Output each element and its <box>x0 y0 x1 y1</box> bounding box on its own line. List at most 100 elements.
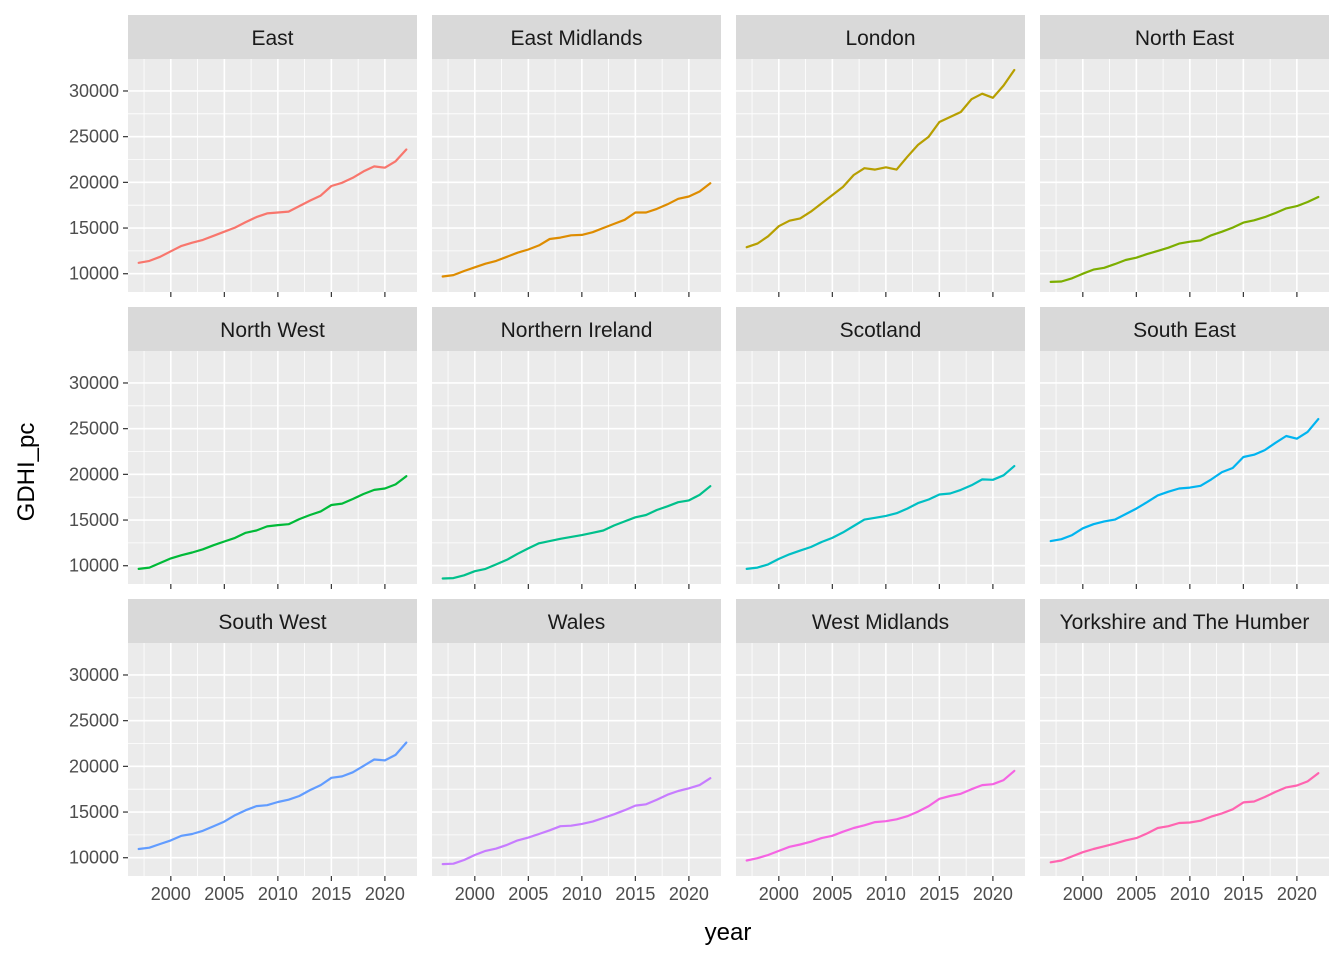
y-tick-label: 15000 <box>69 510 119 530</box>
y-tick-label: 25000 <box>69 127 119 147</box>
x-tick-label: 2005 <box>508 884 548 904</box>
x-tick-label: 2000 <box>151 884 191 904</box>
series-line-north-east <box>1049 195 1320 283</box>
y-tick-label: 25000 <box>69 419 119 439</box>
facet-south-west: South West <box>128 599 417 876</box>
x-tick-label: 2000 <box>759 884 799 904</box>
facet-yorkshire-and-the-humber: Yorkshire and The Humber <box>1040 599 1329 876</box>
x-tick-label: 2010 <box>866 884 906 904</box>
facet-strip-label: South East <box>1133 319 1236 342</box>
series-line-yorkshire-and-the-humber <box>1049 772 1320 864</box>
facet-strip-label: South West <box>218 611 326 634</box>
facet-strip <box>432 599 721 643</box>
x-tick-label: 2000 <box>1063 884 1103 904</box>
facet-strip-label: North West <box>220 319 325 342</box>
y-tick-label: 20000 <box>69 464 119 484</box>
facet-strip <box>736 599 1025 643</box>
facet-strip <box>432 307 721 351</box>
panel-background <box>736 643 1025 876</box>
facet-strip <box>128 599 417 643</box>
facet-strip-label: East <box>251 27 293 50</box>
facet-north-east: North East <box>1040 15 1329 292</box>
y-tick-label: 10000 <box>69 848 119 868</box>
y-tick-label: 30000 <box>69 373 119 393</box>
x-tick-label: 2000 <box>455 884 495 904</box>
facet-strip-label: Northern Ireland <box>501 319 653 342</box>
y-tick-label: 15000 <box>69 802 119 822</box>
facet-strip-label: Scotland <box>840 319 922 342</box>
facet-south-east: South East <box>1040 307 1329 584</box>
series-line-south-east <box>1049 418 1320 543</box>
facet-north-west: North West <box>128 307 417 584</box>
y-tick-label: 30000 <box>69 665 119 685</box>
x-tick-label: 2015 <box>311 884 351 904</box>
facet-wales: Wales <box>432 599 721 876</box>
facet-east: East <box>128 15 417 292</box>
facet-strip <box>1040 307 1329 351</box>
y-tick-label: 20000 <box>69 756 119 776</box>
y-tick-label: 30000 <box>69 81 119 101</box>
panel-background <box>432 59 721 292</box>
x-tick-label: 2015 <box>1223 884 1263 904</box>
series-line-south-west <box>137 741 408 851</box>
x-tick-label: 2010 <box>258 884 298 904</box>
facet-strip <box>432 15 721 59</box>
x-axes: 2000 2005 2010 2015 2020 2000 2005 2010 2015 2020… <box>151 292 1317 904</box>
panel-background <box>736 59 1025 292</box>
x-tick-label: 2005 <box>1116 884 1156 904</box>
series-line-london <box>745 68 1016 249</box>
facet-strip-label: Yorkshire and The Humber <box>1060 611 1310 634</box>
panel-background <box>128 59 417 292</box>
panel-background <box>1040 643 1329 876</box>
facet-panels: East East Midlands London North East North W… <box>128 15 1329 876</box>
facet-strip-label: Wales <box>548 611 606 634</box>
facet-strip-label: East Midlands <box>511 27 643 50</box>
x-tick-label: 2020 <box>669 884 709 904</box>
facet-strip-label: North East <box>1135 27 1234 50</box>
facet-london: London <box>736 15 1025 292</box>
series-line-west-midlands <box>745 769 1016 862</box>
series-line-wales <box>441 777 712 866</box>
facet-northern-ireland: Northern Ireland <box>432 307 721 584</box>
panel-background <box>128 351 417 584</box>
x-tick-label: 2010 <box>562 884 602 904</box>
facet-strip-label: London <box>845 27 915 50</box>
x-tick-label: 2020 <box>973 884 1013 904</box>
x-tick-label: 2015 <box>615 884 655 904</box>
x-tick-label: 2020 <box>365 884 405 904</box>
x-tick-label: 2015 <box>919 884 959 904</box>
y-axis-title: GDHI_pc <box>13 423 40 522</box>
facet-strip <box>736 15 1025 59</box>
facet-strip <box>1040 15 1329 59</box>
panel-background <box>1040 351 1329 584</box>
facet-strip <box>1040 599 1329 643</box>
facet-strip <box>128 307 417 351</box>
x-tick-label: 2010 <box>1170 884 1210 904</box>
facet-west-midlands: West Midlands <box>736 599 1025 876</box>
series-line-north-west <box>137 475 408 571</box>
facet-strip <box>128 15 417 59</box>
x-tick-label: 2005 <box>204 884 244 904</box>
panel-background <box>736 351 1025 584</box>
y-tick-label: 25000 <box>69 711 119 731</box>
y-tick-label: 10000 <box>69 556 119 576</box>
series-line-east-midlands <box>441 182 712 278</box>
x-tick-label: 2005 <box>812 884 852 904</box>
panel-background <box>432 643 721 876</box>
facet-strip-label: West Midlands <box>812 611 949 634</box>
series-line-northern-ireland <box>441 485 712 580</box>
series-line-east <box>137 148 408 264</box>
y-tick-label: 15000 <box>69 218 119 238</box>
x-tick-label: 2020 <box>1277 884 1317 904</box>
x-axis-title: year <box>705 919 752 946</box>
series-line-scotland <box>745 465 1016 571</box>
facet-east-midlands: East Midlands <box>432 15 721 292</box>
facet-scotland: Scotland <box>736 307 1025 584</box>
facet-strip <box>736 307 1025 351</box>
y-tick-label: 10000 <box>69 264 119 284</box>
y-tick-label: 20000 <box>69 172 119 192</box>
panel-background <box>1040 59 1329 292</box>
y-axes: 10000 15000 20000 25000 30000 10000 15000 20000… <box>69 81 128 868</box>
panel-background <box>432 351 721 584</box>
